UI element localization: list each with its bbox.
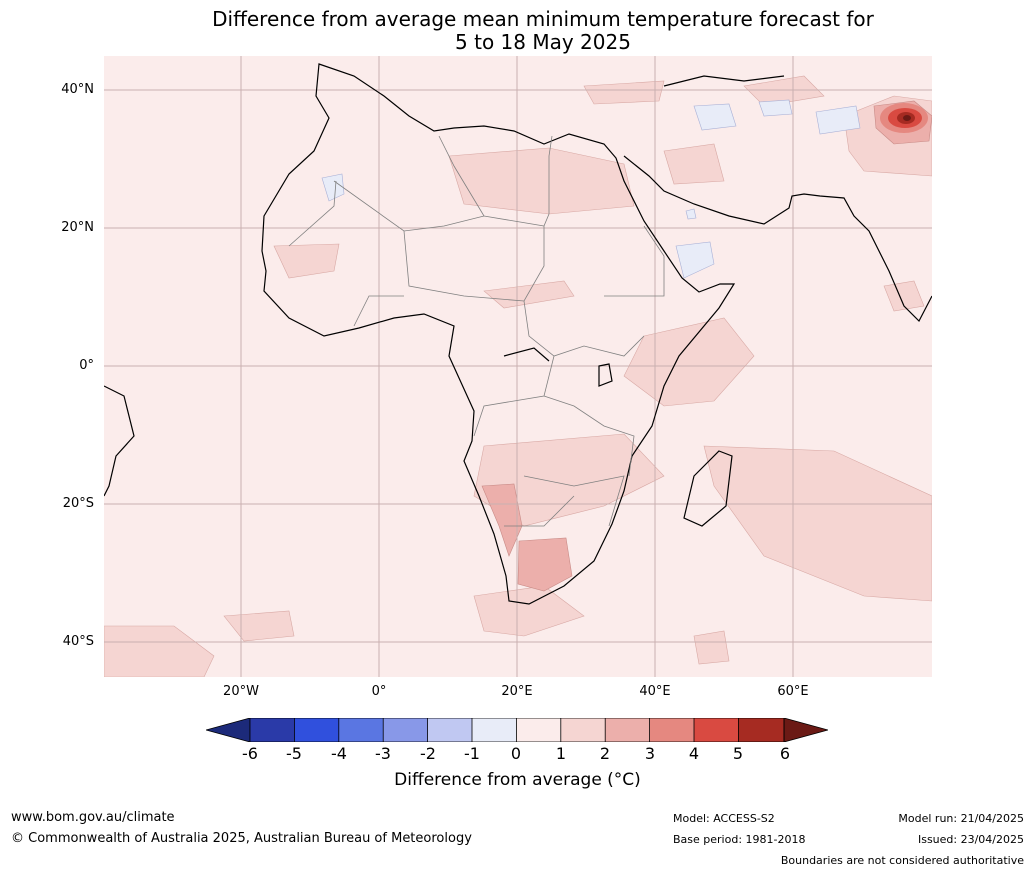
lon-label-40e: 40°E — [639, 684, 671, 699]
lon-label-60e: 60°E — [777, 684, 809, 699]
colorbar-label: 2 — [599, 744, 611, 763]
colorbar-label: -3 — [375, 744, 391, 763]
title-line-2: 5 to 18 May 2025 — [455, 30, 631, 54]
colorbar-segment — [694, 718, 739, 742]
lat-label-40s: 40°S — [62, 634, 94, 649]
colorbar-label: 0 — [510, 744, 522, 763]
colorbar-label: -2 — [420, 744, 436, 763]
colorbar-segment — [738, 718, 784, 742]
base-period: Base period: 1981-2018 — [673, 833, 806, 846]
colorbar-label: 5 — [732, 744, 744, 763]
model-name: Model: ACCESS-S2 — [673, 812, 775, 825]
colorbar-segment — [516, 718, 561, 742]
lon-label-20w: 20°W — [223, 684, 259, 699]
anomaly-1-to-2-regions — [104, 75, 932, 677]
colorbar-label: -5 — [286, 744, 302, 763]
lon-label-0: 0° — [371, 684, 387, 699]
colorbar-label: 6 — [779, 744, 791, 763]
graticule — [104, 56, 932, 677]
lat-label-20s: 20°S — [62, 496, 94, 511]
colorbar-title: Difference from average (°C) — [394, 770, 641, 790]
website-link[interactable]: www.bom.gov.au/climate — [11, 810, 175, 825]
colorbar-segment — [560, 718, 606, 742]
colorbar-label: -6 — [242, 744, 258, 763]
colorbar-label: 3 — [644, 744, 656, 763]
country-borders — [288, 135, 665, 527]
colorbar-segment — [783, 718, 828, 742]
boundaries-disclaimer: Boundaries are not considered authoritat… — [780, 854, 1024, 867]
colorbar-label: -4 — [331, 744, 347, 763]
colorbar-segment — [605, 718, 650, 742]
chart-title: Difference from average mean minimum tem… — [0, 8, 1035, 54]
lat-label-40n: 40°N — [61, 82, 94, 97]
map-canvas — [104, 56, 932, 677]
title-line-1: Difference from average mean minimum tem… — [212, 7, 874, 31]
colorbar-segment — [338, 718, 384, 742]
anomaly-minus-1-to-0-regions — [321, 99, 861, 279]
lat-label-0: 0° — [79, 358, 94, 373]
colorbar — [206, 718, 828, 742]
colorbar-segment — [472, 718, 517, 742]
colorbar-segment — [649, 718, 694, 742]
lon-label-20e: 20°E — [501, 684, 533, 699]
colorbar-segment — [294, 718, 339, 742]
colorbar-label: -1 — [464, 744, 480, 763]
model-run-date: Model run: 21/04/2025 — [898, 812, 1024, 825]
colorbar-segment — [206, 718, 251, 742]
colorbar-label: 1 — [555, 744, 567, 763]
colorbar-segment — [427, 718, 472, 742]
anomaly-hotspot — [880, 103, 928, 133]
copyright-text: © Commonwealth of Australia 2025, Austra… — [11, 831, 472, 846]
lat-label-20n: 20°N — [61, 220, 94, 235]
issued-date: Issued: 23/04/2025 — [917, 833, 1024, 846]
colorbar-label: 4 — [688, 744, 700, 763]
coastlines — [104, 63, 932, 605]
forecast-map — [104, 56, 932, 677]
colorbar-segment — [383, 718, 428, 742]
colorbar-segment — [250, 718, 295, 742]
